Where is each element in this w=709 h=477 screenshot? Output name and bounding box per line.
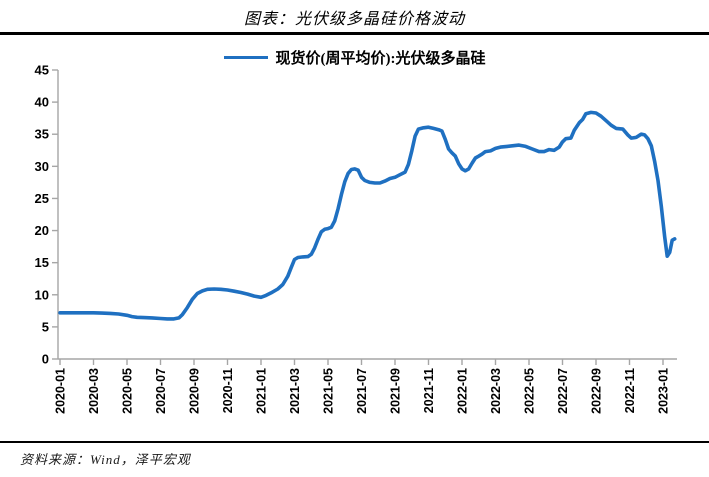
- price-line-chart: 0 5 10 15 20 25 30 35 40 45 2020-01 2020-03 2020-05 2…: [35, 63, 677, 414]
- bottom-divider: [0, 441, 709, 443]
- x-axis-tick-label: 2020-05: [121, 368, 135, 414]
- legend: 现货价(周平均价):光伏级多晶硅: [0, 47, 709, 68]
- x-axis-tick-label: 2021-01: [255, 368, 269, 414]
- x-axis-tick-label: 2022-01: [456, 368, 470, 414]
- y-axis-tick-label: 40: [35, 95, 49, 110]
- x-axis-tick-label: 2020-07: [154, 368, 168, 414]
- x-axis-tick-label: 2023-01: [657, 368, 671, 414]
- y-axis-tick-label: 45: [35, 63, 49, 78]
- source-note: 资料来源：Wind，泽平宏观: [20, 452, 191, 467]
- y-axis-tick-label: 35: [35, 127, 49, 142]
- x-axis-tick-label: 2022-07: [556, 368, 570, 414]
- y-axis-tick-label: 15: [35, 255, 49, 270]
- x-axis-tick-label: 2022-05: [523, 368, 537, 414]
- x-axis-tick-label: 2020-09: [188, 368, 202, 414]
- price-line: [58, 110, 677, 321]
- x-axis-tick-label: 2020-01: [54, 368, 68, 414]
- x-axis-tick-label: 2020-11: [221, 368, 235, 413]
- x-axis-tick-label: 2021-07: [355, 368, 369, 414]
- x-axis-tick-label: 2021-05: [322, 368, 336, 414]
- x-axis-tick-label: 2022-09: [590, 368, 604, 414]
- x-axis-tick-label: 2022-11: [623, 368, 637, 413]
- x-axis-tick-label: 2021-09: [389, 368, 403, 414]
- legend-line-marker: [223, 56, 268, 59]
- x-axis-tick-label: 2021-11: [422, 368, 436, 413]
- x-axis-tick-label: 2022-03: [489, 368, 503, 414]
- y-axis-tick-label: 10: [35, 287, 49, 302]
- y-axis-tick-label: 5: [42, 319, 49, 334]
- x-axis-tick-label: 2020-03: [87, 368, 101, 414]
- y-axis-tick-label: 20: [35, 223, 49, 238]
- legend-series-label: 现货价(周平均价):光伏级多晶硅: [275, 51, 486, 67]
- x-axis-tick-label: 2021-03: [288, 368, 302, 414]
- chart-title: 图表：光伏级多晶硅价格波动: [243, 11, 465, 28]
- y-axis-tick-label: 0: [42, 352, 49, 367]
- top-divider: [0, 32, 709, 35]
- y-axis-tick-label: 25: [35, 191, 49, 206]
- y-axis-tick-label: 30: [35, 159, 49, 174]
